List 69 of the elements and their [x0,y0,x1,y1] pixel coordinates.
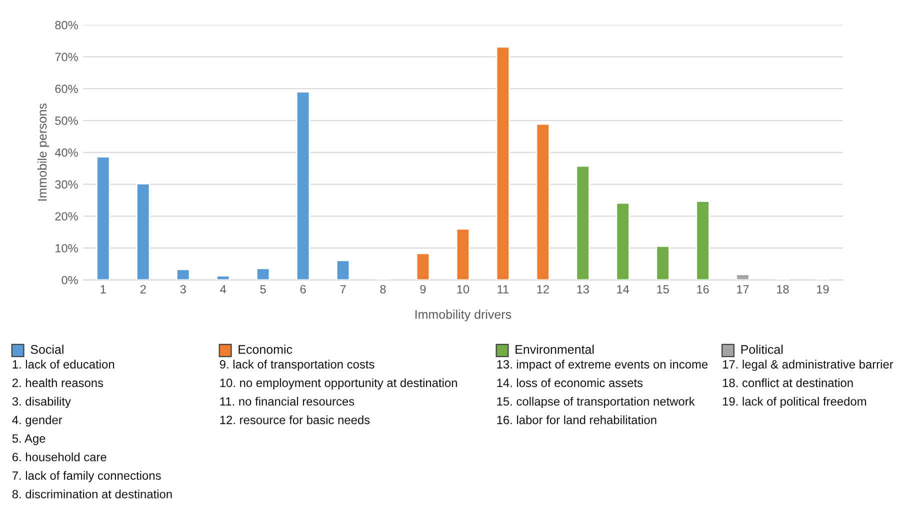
text: 9. lack of transportation costs [220,360,374,371]
text: 15. collapse of transportation network [497,396,695,408]
y-tick-label: 30% [55,180,78,189]
text: 4. gender [12,415,62,427]
y-tick-label: 20% [55,212,78,221]
text: 19. lack of political freedom [722,396,866,408]
text: 1. lack of education [12,360,114,369]
text: 17. legal & administrative barrier [722,360,894,371]
x-tick-label: 14 [617,285,630,294]
x-tick-label: 18 [777,285,789,294]
text: 7. lack of family connections [12,471,161,482]
text: 2. health reasons [12,378,104,388]
bar [536,123,550,280]
bar [136,182,150,280]
text: 8. discrimination at destination [12,490,172,498]
x-tick-label: 10 [457,285,470,294]
x-tick-label: 19 [817,285,829,294]
text: 3. disability [12,396,71,408]
text: 13. impact of extreme events on income [497,360,708,371]
x-axis-title: Immobility drivers [415,310,512,322]
text: 10. no employment opportunity at destination [220,378,457,390]
bar [336,260,350,280]
y-tick-label: 0% [62,276,78,284]
x-tick-label: 11 [498,285,508,294]
x-tick-label: 8 [380,285,386,294]
legend-label: Environmental [516,344,594,354]
y-tick-label: 10% [56,244,78,252]
bar [576,165,590,280]
text: 14. loss of economic assets [497,378,643,388]
bar [416,252,430,280]
text: 18. conflict at destination [722,378,853,388]
text: 16. labor for land rehabilitation [497,415,656,424]
bar [296,91,310,280]
x-tick-label: 1 [100,285,106,294]
text: 12. resource for basic needs [220,415,370,424]
bar [496,46,510,280]
bar [176,268,190,280]
x-tick-label: 12 [537,285,549,294]
text: 6. household care [12,452,106,462]
bar [656,245,670,280]
y-tick-label: 80% [55,20,78,30]
legend-label: Economic [238,344,292,354]
x-tick-label: 9 [420,285,426,294]
x-tick-label: 6 [300,285,306,294]
x-tick-label: 17 [737,285,749,294]
x-tick-label: 3 [180,285,186,294]
x-tick-label: 13 [577,285,589,294]
bar [96,156,110,280]
x-tick-label: 7 [340,285,346,294]
y-tick-label: 60% [55,84,78,94]
bar [616,202,630,280]
bar [256,268,270,280]
y-tick-label: 40% [54,148,78,157]
y-tick-label: 70% [55,52,78,62]
y-tick-label: 50% [55,116,78,125]
bar [456,228,470,280]
y-axis-title: Immobile persons [37,104,50,201]
legend-label: Political [741,344,783,354]
bar [216,275,230,280]
x-tick-label: 2 [140,285,146,294]
text: 5. Age [12,434,46,446]
text: 11. no financial resources [220,396,354,406]
bar [696,200,710,280]
x-tick-label: 5 [260,285,266,294]
x-tick-label: 4 [220,285,226,294]
x-tick-label: 16 [697,285,709,294]
bar [736,274,750,280]
x-tick-label: 15 [657,285,669,294]
legend-label: Social [30,344,64,354]
